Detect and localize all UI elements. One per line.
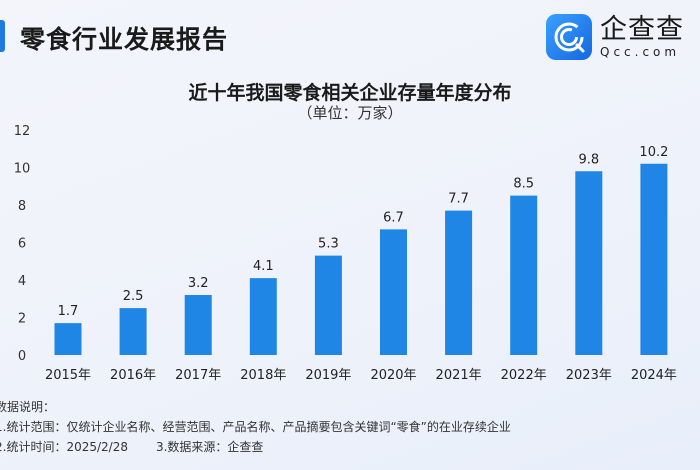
logo-name-cn: 企查查	[600, 14, 684, 45]
qcc-logo-icon	[546, 14, 592, 60]
x-tick-label: 2016年	[110, 368, 156, 383]
title-accent-bar	[0, 20, 5, 52]
x-tick-label: 2023年	[566, 368, 612, 383]
bar	[445, 210, 473, 355]
bar	[314, 255, 342, 355]
x-tick-label: 2017年	[175, 368, 221, 383]
y-tick-label: 8	[18, 199, 26, 214]
bar	[184, 295, 212, 355]
y-tick-label: 10	[14, 162, 31, 177]
data-notes: 数据说明： 1.统计范围：仅统计企业名称、经营范围、产品名称、产品摘要包含关键词…	[0, 397, 511, 457]
notes-time: 2.统计时间：2025/2/28	[0, 440, 128, 454]
bar-value-label: 4.1	[253, 259, 274, 274]
bar-value-label: 8.5	[513, 177, 534, 192]
bar-value-label: 2.5	[123, 289, 144, 304]
y-tick-label: 2	[18, 312, 26, 327]
x-tick-label: 2022年	[501, 368, 547, 383]
bar-value-label: 7.7	[448, 192, 469, 207]
y-tick-label: 6	[18, 237, 26, 252]
bar	[510, 195, 538, 355]
bar-value-label: 1.7	[58, 304, 79, 319]
x-tick-label: 2021年	[436, 368, 482, 383]
logo-name-en: Qcc.com	[600, 45, 681, 59]
x-tick-label: 2018年	[240, 368, 286, 383]
bar-chart: 0 2 4 6 8 10 12 1.7 2015年 2.5 2016年 3.2 2017年 4.1 2018…	[14, 124, 677, 383]
bar	[575, 171, 603, 355]
notes-scope: 1.统计范围：仅统计企业名称、经营范围、产品名称、产品摘要包含关键词“零食”的在…	[0, 420, 511, 434]
x-tick-label: 2024年	[631, 368, 677, 383]
bar	[119, 308, 147, 355]
chart-subtitle: （单位：万家）	[297, 104, 403, 122]
bar	[54, 323, 82, 355]
chart-title: 近十年我国零食相关企业存量年度分布	[188, 82, 512, 104]
y-tick-label: 0	[18, 349, 26, 364]
notes-source: 3.数据来源：企查查	[155, 440, 264, 454]
bar	[380, 229, 407, 355]
bar-value-label: 6.7	[383, 210, 404, 225]
bar	[249, 278, 277, 355]
bar-value-label: 9.8	[578, 152, 599, 167]
bar-value-label: 3.2	[188, 276, 209, 291]
bar-value-label: 5.3	[318, 237, 339, 252]
qcc-logo: 企查查 Qcc.com	[546, 14, 684, 60]
bar-value-label: 10.2	[639, 145, 668, 160]
y-tick-label: 12	[14, 124, 31, 139]
bar	[640, 163, 668, 355]
page-title: 零食行业发展报告	[20, 25, 229, 54]
x-tick-label: 2019年	[305, 368, 351, 383]
y-tick-label: 4	[18, 274, 26, 289]
x-tick-label: 2020年	[370, 368, 416, 383]
x-tick-label: 2015年	[45, 368, 91, 383]
notes-heading: 数据说明：	[0, 400, 56, 414]
